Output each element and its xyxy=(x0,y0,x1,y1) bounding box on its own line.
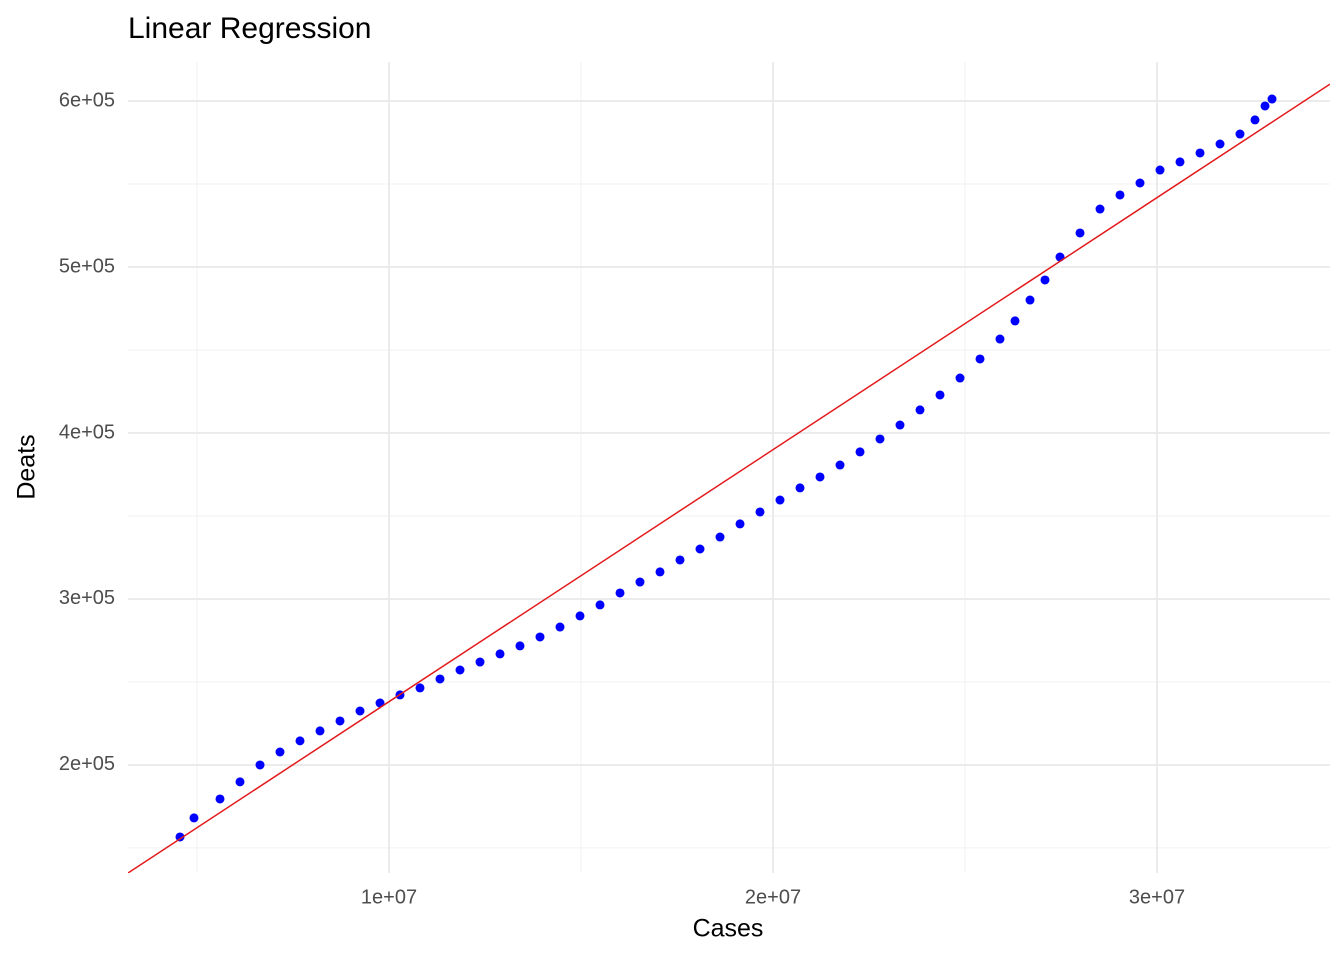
data-point xyxy=(755,507,765,517)
x-tick-label: 1e+07 xyxy=(361,886,417,908)
data-point xyxy=(635,577,645,587)
data-point xyxy=(875,434,885,444)
data-point xyxy=(975,354,985,364)
data-point xyxy=(555,622,565,632)
data-point xyxy=(215,794,225,804)
data-point xyxy=(1055,252,1065,262)
data-point xyxy=(835,460,845,470)
data-point xyxy=(189,813,199,823)
y-tick-label: 3e+05 xyxy=(59,587,115,609)
data-point xyxy=(315,726,325,736)
data-point xyxy=(1025,295,1035,305)
data-point xyxy=(1115,190,1125,200)
data-point xyxy=(935,390,945,400)
data-point xyxy=(415,683,425,693)
data-point xyxy=(535,632,545,642)
data-point xyxy=(675,555,685,565)
data-point xyxy=(575,611,585,621)
data-point xyxy=(1267,94,1277,104)
data-point xyxy=(495,649,505,659)
data-point xyxy=(1075,228,1085,238)
y-tick-label: 5e+05 xyxy=(59,255,115,277)
data-point xyxy=(175,832,185,842)
data-point xyxy=(275,747,285,757)
data-point xyxy=(995,334,1005,344)
data-point xyxy=(1095,204,1105,214)
data-point xyxy=(615,588,625,598)
data-point xyxy=(1250,115,1260,125)
data-point xyxy=(1260,101,1270,111)
data-point xyxy=(255,760,265,770)
data-point xyxy=(1010,316,1020,326)
data-point xyxy=(595,600,605,610)
data-point xyxy=(515,641,525,651)
data-point xyxy=(915,405,925,415)
data-point xyxy=(735,519,745,529)
data-point xyxy=(955,373,965,383)
y-tick-label: 4e+05 xyxy=(59,421,115,443)
data-point xyxy=(355,706,365,716)
data-point xyxy=(1155,165,1165,175)
x-axis-title: Cases xyxy=(693,915,764,943)
data-point xyxy=(295,736,305,746)
data-point xyxy=(1195,148,1205,158)
x-tick-label: 2e+07 xyxy=(745,886,801,908)
y-axis-title: Deats xyxy=(13,434,41,499)
data-point xyxy=(715,532,725,542)
regression-line xyxy=(128,83,1330,873)
data-point xyxy=(1175,157,1185,167)
data-point xyxy=(775,495,785,505)
y-tick-label: 6e+05 xyxy=(59,89,115,111)
data-point xyxy=(815,472,825,482)
data-point xyxy=(655,567,665,577)
data-point xyxy=(435,674,445,684)
data-point xyxy=(695,544,705,554)
x-tick-label: 3e+07 xyxy=(1129,886,1185,908)
data-point xyxy=(455,665,465,675)
data-point xyxy=(475,657,485,667)
data-point xyxy=(855,447,865,457)
data-point xyxy=(795,483,805,493)
data-point xyxy=(335,716,345,726)
data-point xyxy=(895,420,905,430)
data-point xyxy=(1135,178,1145,188)
data-point xyxy=(1215,139,1225,149)
data-point xyxy=(1040,275,1050,285)
data-point xyxy=(235,777,245,787)
y-tick-label: 2e+05 xyxy=(59,753,115,775)
chart-title: Linear Regression xyxy=(128,12,371,45)
data-point xyxy=(1235,129,1245,139)
